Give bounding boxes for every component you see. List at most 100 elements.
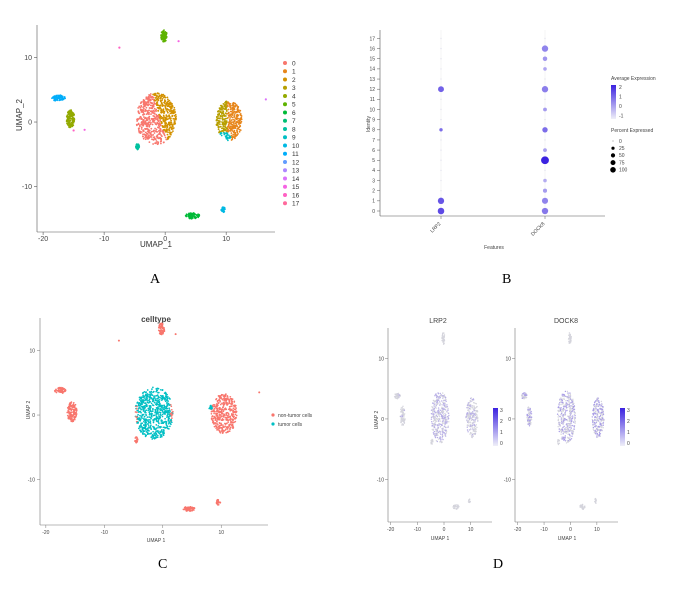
panel-a-cell-point [228, 126, 231, 129]
panel-a-cell-point [232, 101, 235, 104]
panel-b-y-tick-label: 1 [372, 199, 375, 205]
panel-a-cell-point [145, 101, 148, 104]
panel-a-cell-point [223, 120, 226, 123]
panel-d-cell-point [594, 408, 596, 411]
panel-b-x-tick-label: DOCK8 [530, 221, 547, 238]
panel-d-cell-point [569, 340, 571, 342]
panel-c-cell-point [140, 401, 143, 404]
panel-c-cell-point [219, 501, 222, 504]
panel-d-cell-point [528, 411, 530, 414]
panel-b-dot [440, 179, 442, 182]
panel-a-cell-point [234, 137, 236, 140]
panel-a-cell-point [239, 124, 242, 127]
panel-a-cell-point [168, 131, 171, 134]
panel-c-cell-point [235, 407, 237, 409]
panel-b-percent-key [611, 146, 615, 150]
panel-d-cell-point [602, 413, 605, 416]
panel-d-cell-point [598, 426, 600, 428]
panel-d-cell-point [569, 394, 572, 397]
panel-d-cell-point [435, 400, 437, 403]
panel-d-cell-point [566, 409, 568, 412]
panel-d-cell-point [473, 423, 475, 426]
panel-d-cell-point [439, 417, 441, 420]
panel-a-cell-point [225, 101, 227, 104]
panel-a-cell-point [234, 135, 237, 138]
panel-d-colorbar-tick-label: 0 [500, 441, 503, 447]
panel-d-cell-point [558, 404, 560, 406]
panel-a-cell-point [138, 129, 140, 132]
panel-d-cell-point [472, 409, 475, 411]
panel-d-cell-point [573, 411, 575, 413]
panel-c-cell-point [146, 389, 149, 391]
panel-d-cell-point [442, 408, 444, 410]
panel-c-cell-point [143, 415, 146, 418]
panel-d-cell-point [559, 407, 561, 409]
panel-a-cell-point [136, 148, 139, 151]
panel-c-cell-point [157, 403, 160, 406]
panel-a-cell-point [51, 97, 53, 100]
panel-c-cell-point [219, 410, 222, 413]
panel-d-cell-point [475, 424, 477, 426]
panel-c-cell-point [219, 403, 222, 406]
panel-b-dot [543, 107, 547, 112]
panel-c-cell-point [147, 402, 150, 404]
panel-a-cell-point [68, 119, 71, 122]
panel-d-cell-point [560, 407, 562, 409]
panel-c-cell-point [224, 429, 227, 431]
panel-c-cell-point [140, 397, 143, 399]
panel-a-cell-point [142, 129, 145, 132]
panel-c-cell-point [224, 407, 227, 410]
panel-c-cell-point [148, 396, 151, 399]
panel-d-cell-point [573, 405, 576, 407]
panel-d-cell-point [581, 506, 584, 508]
panel-a-cell-point [55, 96, 58, 99]
panel-a-cell-point [144, 120, 147, 122]
panel-d-cell-point [570, 337, 572, 339]
panel-a-cell-point [231, 126, 234, 129]
panel-c-cell-point [147, 421, 150, 424]
panel-c-cell-point [157, 431, 160, 434]
panel-d-cell-point [596, 433, 598, 435]
panel-d-cell-point [441, 400, 443, 402]
panel-c-cell-point [156, 402, 158, 404]
panel-a-cell-point [68, 113, 71, 116]
panel-c-cell-point [151, 410, 154, 413]
panel-d-cell-point [435, 440, 438, 442]
panel-b-y-tick-label: 2 [372, 189, 375, 195]
panel-b-x-label: Features [484, 245, 504, 251]
panel-c-cell-point [149, 410, 152, 413]
panel-a-cell-point [63, 96, 66, 99]
panel-a-cell-point [167, 118, 169, 120]
panel-c-cell-point [148, 412, 151, 415]
panel-d-cell-point [557, 443, 560, 446]
panel-d-cell-point [574, 421, 576, 423]
panel-d-cell-point [567, 433, 569, 435]
panel-a-cell-point [148, 121, 151, 124]
panel-d-cell-point [395, 393, 397, 396]
panel-c-title: celltype [141, 315, 171, 324]
panel-a-legend-key [283, 94, 287, 98]
panel-a-cell-point [223, 208, 226, 211]
panel-a-cell-point [239, 129, 242, 132]
panel-c-cell-point [143, 420, 145, 423]
panel-c-cell-point [146, 431, 149, 434]
panel-d-cell-point [444, 435, 447, 437]
panel-a-cell-point [217, 126, 220, 129]
panel-c-cell-point [157, 426, 159, 429]
panel-b-percent-key [610, 160, 616, 166]
panel-d-cell-point [471, 418, 473, 420]
panel-a-cell-point [163, 125, 166, 127]
panel-a-cell-point [140, 104, 143, 107]
panel-c-cell-point [216, 422, 218, 425]
panel-a-cell-point [69, 109, 72, 112]
panel-c-cell-point [152, 419, 155, 422]
panel-c-cell-point [148, 405, 151, 407]
panel-c-cell-point [144, 399, 147, 401]
panel-a-cell-point [195, 216, 197, 219]
panel-d-cell-point [557, 439, 559, 442]
panel-a-cell-point [146, 124, 149, 126]
panel-a-cell-point [238, 121, 240, 124]
panel-a-cell-point [230, 121, 233, 123]
panel-d-cell-point [559, 429, 562, 431]
